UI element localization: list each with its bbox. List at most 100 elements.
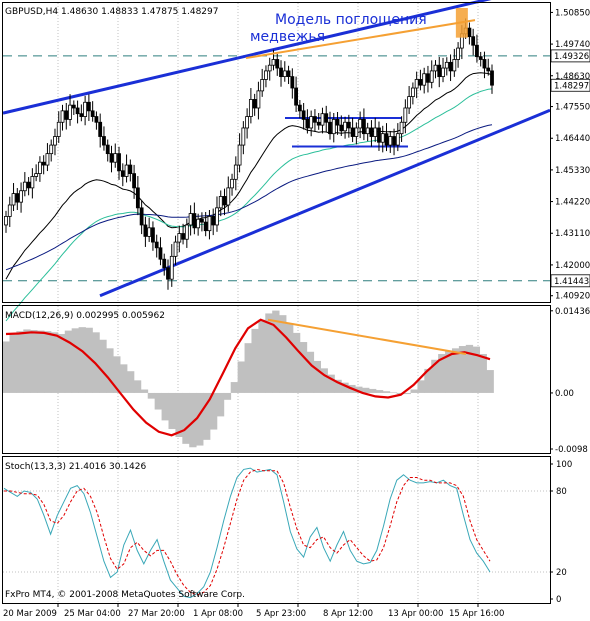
bull-candle bbox=[56, 121, 61, 137]
bull-candle bbox=[358, 119, 363, 129]
bull-candle bbox=[388, 136, 393, 146]
macd-histogram-bar bbox=[403, 392, 411, 395]
time-axis-label: 20 Mar 2009 bbox=[3, 609, 57, 619]
macd-histogram-bar bbox=[375, 390, 384, 393]
macd-histogram-bar bbox=[71, 328, 79, 393]
macd-histogram-bar bbox=[341, 382, 349, 393]
stoch-main-line bbox=[3, 467, 491, 599]
bull-candle bbox=[68, 104, 72, 120]
macd-histogram-bar bbox=[272, 310, 280, 393]
price-y-tick-label: 1.48630 bbox=[555, 72, 590, 82]
bear-candle bbox=[275, 59, 280, 69]
bear-candle bbox=[297, 104, 302, 112]
bull-candle bbox=[373, 127, 378, 137]
bull-candle bbox=[260, 79, 265, 92]
bull-candle bbox=[365, 127, 370, 135]
bear-candle bbox=[86, 101, 91, 112]
bull-candle bbox=[196, 218, 201, 229]
bear-candle bbox=[79, 113, 84, 117]
bear-candle bbox=[294, 87, 298, 106]
macd-histogram-bar bbox=[175, 392, 183, 437]
macd-histogram-bar bbox=[313, 360, 321, 393]
bear-candle bbox=[211, 216, 216, 226]
bear-candle bbox=[301, 110, 306, 120]
bull-candle bbox=[380, 133, 385, 143]
macd-histogram-bar bbox=[99, 339, 107, 393]
bull-candle bbox=[113, 153, 118, 163]
bull-candle bbox=[124, 164, 129, 177]
price-tag-label: 1.48297 bbox=[554, 81, 589, 91]
moving-average-navy bbox=[5, 124, 493, 271]
macd-histogram-bar bbox=[16, 331, 24, 393]
macd-histogram-bar bbox=[9, 334, 17, 393]
bull-candle bbox=[188, 213, 193, 226]
bear-candle bbox=[26, 181, 31, 189]
bull-candle bbox=[320, 113, 325, 126]
bull-candle bbox=[147, 227, 152, 237]
bull-candle bbox=[456, 47, 460, 60]
price-panel-title: GBPUSD,H4 1.48630 1.48833 1.47875 1.4829… bbox=[5, 7, 218, 17]
bull-candle bbox=[331, 119, 336, 135]
pattern-annotation-line1: Модель поглощения bbox=[275, 12, 427, 28]
bear-candle bbox=[448, 61, 453, 72]
bull-candle bbox=[343, 121, 347, 132]
price-y-tick-label: 1.46440 bbox=[555, 134, 590, 144]
bull-candle bbox=[399, 121, 404, 135]
bull-candle bbox=[237, 144, 242, 166]
macd-histogram-bar bbox=[230, 382, 239, 393]
macd-histogram-bar bbox=[85, 327, 93, 393]
bear-candle bbox=[339, 124, 344, 132]
bull-candle bbox=[256, 90, 261, 109]
macd-histogram-bar bbox=[431, 359, 439, 393]
macd-histogram-bar bbox=[292, 332, 301, 393]
macd-divergence-line bbox=[267, 318, 467, 356]
macd-histogram-bar bbox=[182, 392, 190, 444]
bear-candle bbox=[392, 136, 396, 146]
bull-candle bbox=[452, 59, 457, 72]
macd-histogram-bar bbox=[451, 348, 460, 393]
bear-candle bbox=[362, 119, 366, 135]
macd-histogram-bar bbox=[306, 351, 315, 393]
bull-candle bbox=[45, 153, 50, 166]
bull-candle bbox=[11, 193, 16, 206]
price-y-tick-label: 1.45330 bbox=[555, 166, 590, 176]
bear-candle bbox=[486, 67, 491, 72]
macd-histogram-bar bbox=[2, 341, 10, 393]
bear-candle bbox=[305, 119, 310, 129]
time-axis-label: 25 Mar 04:00 bbox=[64, 609, 121, 619]
macd-histogram-bar bbox=[37, 330, 45, 393]
bull-candle bbox=[248, 99, 253, 117]
bull-candle bbox=[19, 190, 23, 203]
bear-candle bbox=[98, 121, 103, 137]
macd-signal-line bbox=[5, 318, 491, 437]
bear-candle bbox=[471, 36, 476, 46]
macd-histogram-bar bbox=[223, 392, 232, 400]
bear-candle bbox=[15, 193, 20, 203]
bear-candle bbox=[105, 144, 110, 155]
bear-candle bbox=[109, 153, 114, 163]
bear-candle bbox=[279, 67, 283, 78]
macd-histogram-bar bbox=[120, 364, 128, 393]
bear-candle bbox=[151, 227, 155, 243]
bull-candle bbox=[444, 61, 449, 69]
macd-histogram-bar bbox=[279, 315, 287, 393]
stochastic-panel-title: Stoch(13,3,3) 21.4016 30.1426 bbox=[5, 462, 146, 472]
bear-candle bbox=[166, 267, 170, 280]
bull-candle bbox=[241, 127, 246, 146]
bull-candle bbox=[433, 64, 438, 72]
macd-histogram-bar bbox=[396, 392, 404, 395]
bull-candle bbox=[441, 67, 445, 78]
price-y-tick-label: 1.40920 bbox=[555, 292, 590, 302]
price-y-tick-label: 1.42000 bbox=[555, 261, 590, 271]
time-axis-label: 13 Apr 00:00 bbox=[388, 609, 443, 619]
bear-candle bbox=[377, 127, 381, 143]
macd-histogram-bar bbox=[209, 392, 218, 430]
macd-histogram-bar bbox=[465, 344, 474, 393]
macd-histogram-bar bbox=[362, 387, 370, 393]
bull-candle bbox=[22, 181, 27, 192]
stoch-y-tick-label: 0 bbox=[556, 595, 561, 605]
bear-candle bbox=[290, 76, 295, 89]
macd-histogram-bar bbox=[64, 330, 73, 393]
bear-candle bbox=[475, 44, 479, 58]
